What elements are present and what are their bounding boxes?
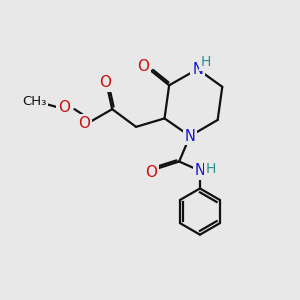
Text: N: N [192,61,203,76]
Text: O: O [145,165,157,180]
Text: O: O [78,116,90,131]
Text: O: O [58,100,70,115]
Text: N: N [194,163,206,178]
Text: H: H [206,162,216,176]
Text: O: O [137,58,149,74]
Text: N: N [184,129,195,144]
Text: H: H [201,55,211,69]
Text: CH₃: CH₃ [22,95,46,108]
Text: O: O [99,75,111,90]
